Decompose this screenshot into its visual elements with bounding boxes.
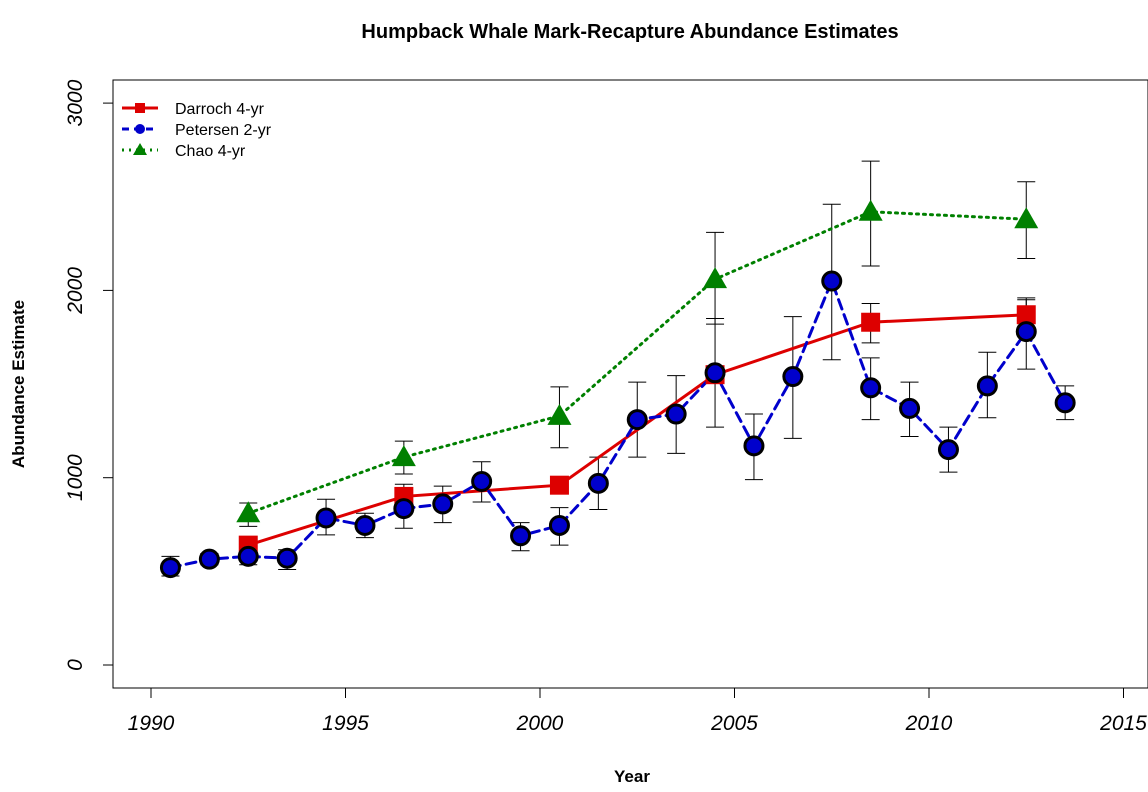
y-tick-label: 1000 xyxy=(64,454,87,501)
legend-label-chao-4-yr: Chao 4-yr xyxy=(175,143,246,160)
data-point-petersen-2-yr xyxy=(899,397,921,419)
x-tick-label: 2000 xyxy=(516,712,564,735)
data-point-petersen-2-yr xyxy=(860,377,882,399)
data-point-petersen-2-yr xyxy=(976,375,998,397)
data-point-petersen-2-yr xyxy=(315,507,337,529)
data-point-petersen-2-yr xyxy=(548,514,570,536)
x-tick-label: 2010 xyxy=(905,712,953,735)
series-markers xyxy=(159,199,1076,579)
data-point-darroch-4-yr xyxy=(861,312,881,332)
data-point-petersen-2-yr xyxy=(704,362,726,384)
data-point-petersen-2-yr xyxy=(198,548,220,570)
axes: 1990 1995 2000 2005 2010 2015 0 1000 2000 3000 xyxy=(64,79,1147,735)
data-point-chao-4-yr xyxy=(391,445,416,467)
data-point-petersen-2-yr xyxy=(432,493,454,515)
legend-marker-petersen-2-yr xyxy=(135,124,145,134)
data-point-chao-4-yr xyxy=(703,267,728,289)
data-point-chao-4-yr xyxy=(858,199,883,221)
data-point-petersen-2-yr xyxy=(587,472,609,494)
legend-label-petersen-2-yr: Petersen 2-yr xyxy=(175,122,272,139)
legend-label-darroch-4-yr: Darroch 4-yr xyxy=(175,101,265,118)
data-point-chao-4-yr xyxy=(236,501,261,523)
y-tick-label: 3000 xyxy=(64,79,87,126)
data-point-petersen-2-yr xyxy=(276,547,298,569)
x-tick-label: 1995 xyxy=(322,712,369,735)
series-line-chao-4-yr xyxy=(246,210,1028,515)
series-lines xyxy=(168,210,1067,570)
y-axis-label: Abundance Estimate xyxy=(9,300,28,468)
data-point-petersen-2-yr xyxy=(821,270,843,292)
series-line-petersen-2-yr xyxy=(168,276,1067,570)
error-bars xyxy=(161,160,1075,577)
y-tick-label: 0 xyxy=(64,659,87,671)
legend-marker-darroch-4-yr xyxy=(135,103,145,113)
x-tick-label: 2005 xyxy=(710,712,758,735)
x-axis-label: Year xyxy=(614,767,650,786)
data-point-chao-4-yr xyxy=(547,403,572,425)
y-tick-label: 2000 xyxy=(64,267,87,315)
data-point-petersen-2-yr xyxy=(510,525,532,547)
chart-title: Humpback Whale Mark-Recapture Abundance … xyxy=(361,21,898,43)
data-point-petersen-2-yr xyxy=(782,366,804,388)
data-point-petersen-2-yr xyxy=(354,514,376,536)
data-point-petersen-2-yr xyxy=(665,403,687,425)
data-point-petersen-2-yr xyxy=(1054,392,1076,414)
data-point-petersen-2-yr xyxy=(471,470,493,492)
data-point-petersen-2-yr xyxy=(626,409,648,431)
legend-marker-chao-4-yr xyxy=(133,143,147,155)
data-point-chao-4-yr xyxy=(1014,207,1039,229)
legend: Darroch 4-yr Petersen 2-yr Chao 4-yr xyxy=(122,101,272,160)
data-point-darroch-4-yr xyxy=(549,475,569,495)
data-point-darroch-4-yr xyxy=(1016,305,1036,325)
data-point-petersen-2-yr xyxy=(743,435,765,457)
data-point-petersen-2-yr xyxy=(1015,321,1037,343)
x-tick-label: 1990 xyxy=(128,712,175,735)
data-point-petersen-2-yr xyxy=(237,545,259,567)
data-point-petersen-2-yr xyxy=(393,498,415,520)
data-point-petersen-2-yr xyxy=(159,557,181,579)
x-tick-label: 2015 xyxy=(1099,712,1147,735)
data-point-petersen-2-yr xyxy=(937,439,959,461)
